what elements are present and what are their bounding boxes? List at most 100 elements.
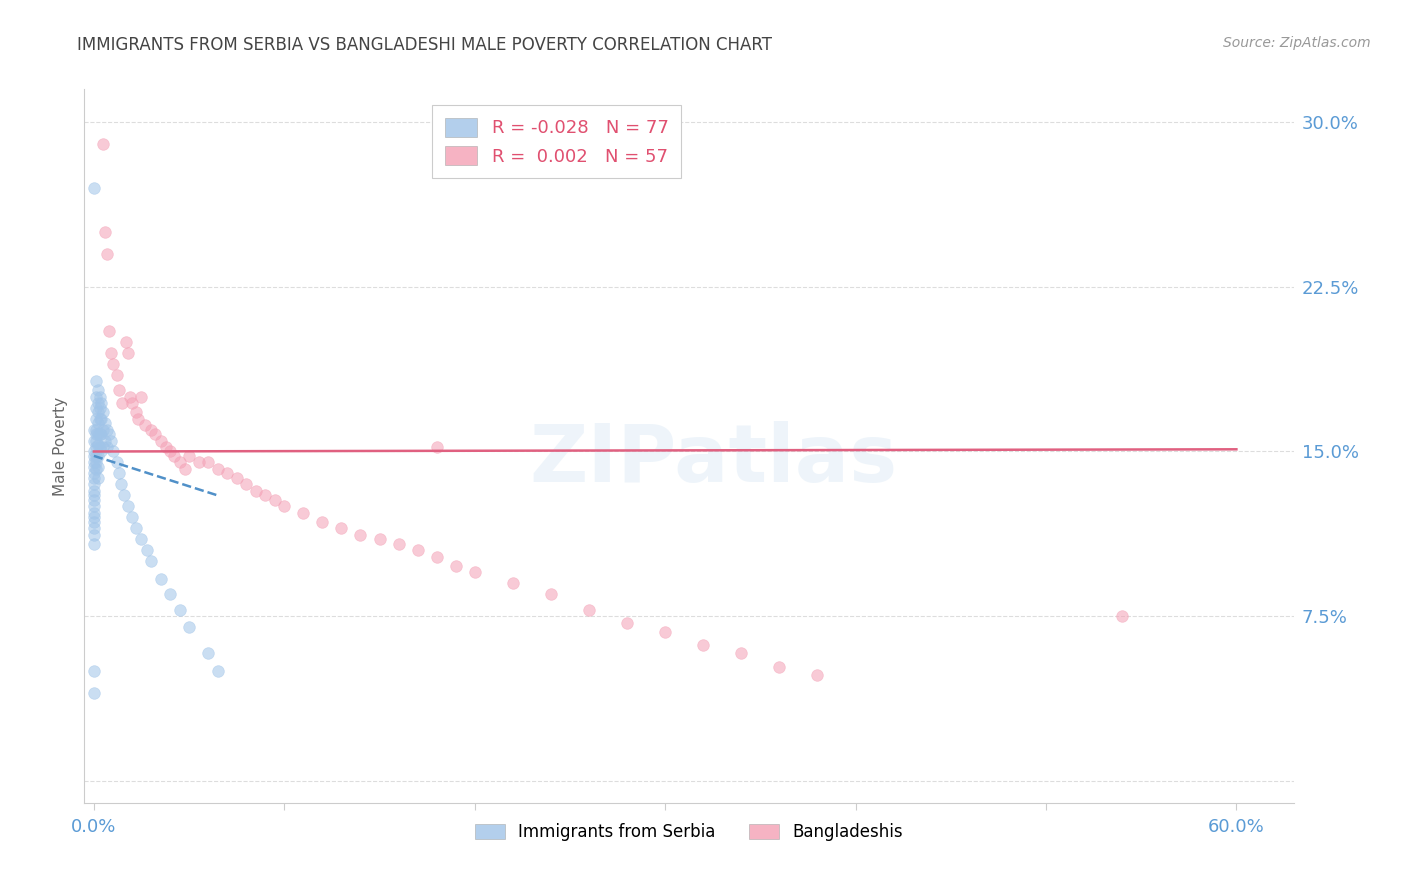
Point xyxy=(245,483,267,498)
Point xyxy=(540,587,562,601)
Point xyxy=(101,357,124,371)
Point xyxy=(254,488,277,502)
Point xyxy=(96,440,118,454)
Point xyxy=(84,440,107,454)
Point xyxy=(84,390,107,404)
Point xyxy=(86,438,108,452)
Point xyxy=(125,521,148,535)
Point xyxy=(105,455,128,469)
Point xyxy=(93,440,115,454)
Point xyxy=(90,444,112,458)
Y-axis label: Male Poverty: Male Poverty xyxy=(53,396,69,496)
Point xyxy=(263,492,285,507)
Point xyxy=(83,467,105,481)
Point xyxy=(143,426,166,441)
Point xyxy=(90,396,112,410)
Point xyxy=(98,324,121,338)
Point xyxy=(83,444,105,458)
Point xyxy=(169,455,191,469)
Point xyxy=(134,418,156,433)
Point xyxy=(94,416,117,430)
Point xyxy=(105,368,128,382)
Point xyxy=(273,500,295,514)
Point xyxy=(86,405,108,419)
Point xyxy=(83,455,105,469)
Point xyxy=(83,510,105,524)
Point xyxy=(94,434,117,448)
Point xyxy=(107,383,129,397)
Point xyxy=(83,471,105,485)
Point xyxy=(93,137,115,152)
Point xyxy=(155,440,177,454)
Point xyxy=(83,506,105,520)
Point xyxy=(84,423,107,437)
Point xyxy=(86,449,108,463)
Point xyxy=(83,515,105,529)
Point xyxy=(84,401,107,415)
Point xyxy=(107,467,129,481)
Point xyxy=(330,521,353,535)
Point xyxy=(96,247,118,261)
Point xyxy=(159,444,181,458)
Point xyxy=(83,500,105,514)
Point xyxy=(100,434,122,448)
Point xyxy=(235,477,257,491)
Point xyxy=(139,423,162,437)
Point xyxy=(90,411,112,425)
Point xyxy=(121,510,143,524)
Point xyxy=(768,659,790,673)
Point xyxy=(83,181,105,195)
Point xyxy=(502,576,524,591)
Point xyxy=(125,405,148,419)
Point xyxy=(83,537,105,551)
Point xyxy=(89,401,111,415)
Point xyxy=(83,528,105,542)
Point xyxy=(136,543,159,558)
Point xyxy=(187,455,209,469)
Point xyxy=(207,664,229,678)
Point xyxy=(84,462,107,476)
Point xyxy=(86,383,108,397)
Point xyxy=(426,549,449,564)
Point xyxy=(692,638,714,652)
Point xyxy=(84,426,107,441)
Point xyxy=(406,543,429,558)
Point xyxy=(83,483,105,498)
Point xyxy=(197,455,219,469)
Point xyxy=(86,471,108,485)
Point xyxy=(117,500,139,514)
Point xyxy=(83,477,105,491)
Point xyxy=(120,390,142,404)
Point xyxy=(444,558,467,573)
Point xyxy=(83,686,105,700)
Point xyxy=(89,390,111,404)
Point xyxy=(654,624,676,639)
Point xyxy=(83,664,105,678)
Point xyxy=(84,411,107,425)
Point xyxy=(93,423,115,437)
Point xyxy=(110,477,132,491)
Point xyxy=(83,449,105,463)
Point xyxy=(349,528,371,542)
Point xyxy=(83,492,105,507)
Point xyxy=(207,462,229,476)
Text: ZIPatlas: ZIPatlas xyxy=(529,421,897,500)
Point xyxy=(368,533,391,547)
Point xyxy=(131,390,153,404)
Point xyxy=(163,449,186,463)
Point xyxy=(83,488,105,502)
Text: IMMIGRANTS FROM SERBIA VS BANGLADESHI MALE POVERTY CORRELATION CHART: IMMIGRANTS FROM SERBIA VS BANGLADESHI MA… xyxy=(77,36,772,54)
Point xyxy=(86,426,108,441)
Point xyxy=(100,345,122,359)
Point xyxy=(89,426,111,441)
Point xyxy=(98,426,121,441)
Legend: Immigrants from Serbia, Bangladeshis: Immigrants from Serbia, Bangladeshis xyxy=(468,817,910,848)
Point xyxy=(311,515,333,529)
Point xyxy=(806,668,828,682)
Point xyxy=(121,396,143,410)
Point xyxy=(139,554,162,568)
Point xyxy=(131,533,153,547)
Point xyxy=(117,345,139,359)
Point xyxy=(149,434,172,448)
Point xyxy=(84,374,107,388)
